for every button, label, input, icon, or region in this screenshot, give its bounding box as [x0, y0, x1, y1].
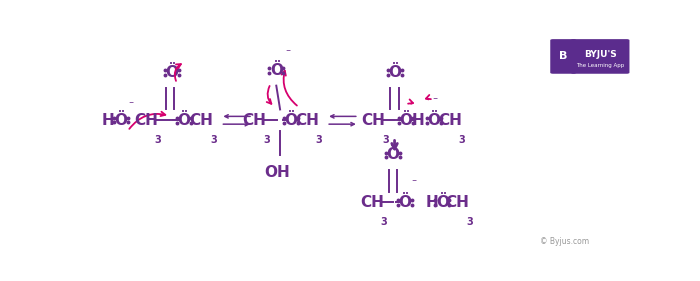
Text: © Byjus.com: © Byjus.com	[540, 237, 589, 246]
Text: Ö: Ö	[178, 113, 190, 128]
Text: 3: 3	[210, 135, 217, 145]
Text: Ö: Ö	[115, 113, 127, 128]
Text: ⁻: ⁻	[128, 100, 134, 110]
Text: 3: 3	[316, 135, 323, 145]
Text: 3: 3	[466, 217, 473, 227]
Text: CH: CH	[190, 113, 214, 128]
Text: H: H	[102, 113, 115, 128]
Text: CH: CH	[134, 113, 158, 128]
FancyBboxPatch shape	[550, 39, 576, 74]
Text: H: H	[426, 195, 438, 210]
Text: ⁻: ⁻	[286, 48, 290, 58]
FancyBboxPatch shape	[571, 39, 629, 74]
Text: CH: CH	[445, 195, 470, 210]
Text: 3: 3	[382, 135, 389, 145]
Text: OH: OH	[265, 165, 290, 180]
Text: Ö: Ö	[427, 113, 440, 128]
Text: The Learning App: The Learning App	[576, 63, 624, 68]
Text: H: H	[412, 113, 425, 128]
Text: CH: CH	[360, 195, 384, 210]
Text: BYJU'S: BYJU'S	[584, 50, 617, 59]
Text: Ö: Ö	[400, 113, 412, 128]
Text: Ö: Ö	[398, 195, 412, 210]
Text: 3: 3	[380, 217, 387, 227]
Text: 3: 3	[155, 135, 162, 145]
Text: Ö: Ö	[386, 148, 400, 162]
Text: CH: CH	[295, 113, 319, 128]
Text: Ö: Ö	[284, 113, 298, 128]
Text: CH: CH	[361, 113, 385, 128]
Text: Ö: Ö	[436, 195, 449, 210]
Text: 3: 3	[263, 135, 270, 145]
Text: ⁻: ⁻	[411, 178, 416, 188]
Text: Ö: Ö	[165, 65, 178, 80]
Text: Ö: Ö	[270, 63, 283, 78]
Text: Ö: Ö	[388, 65, 401, 80]
Text: CH: CH	[438, 113, 462, 128]
Text: 3: 3	[458, 135, 466, 145]
Text: B: B	[559, 51, 568, 62]
Text: CH: CH	[243, 113, 267, 128]
Text: ⁻: ⁻	[433, 96, 438, 106]
